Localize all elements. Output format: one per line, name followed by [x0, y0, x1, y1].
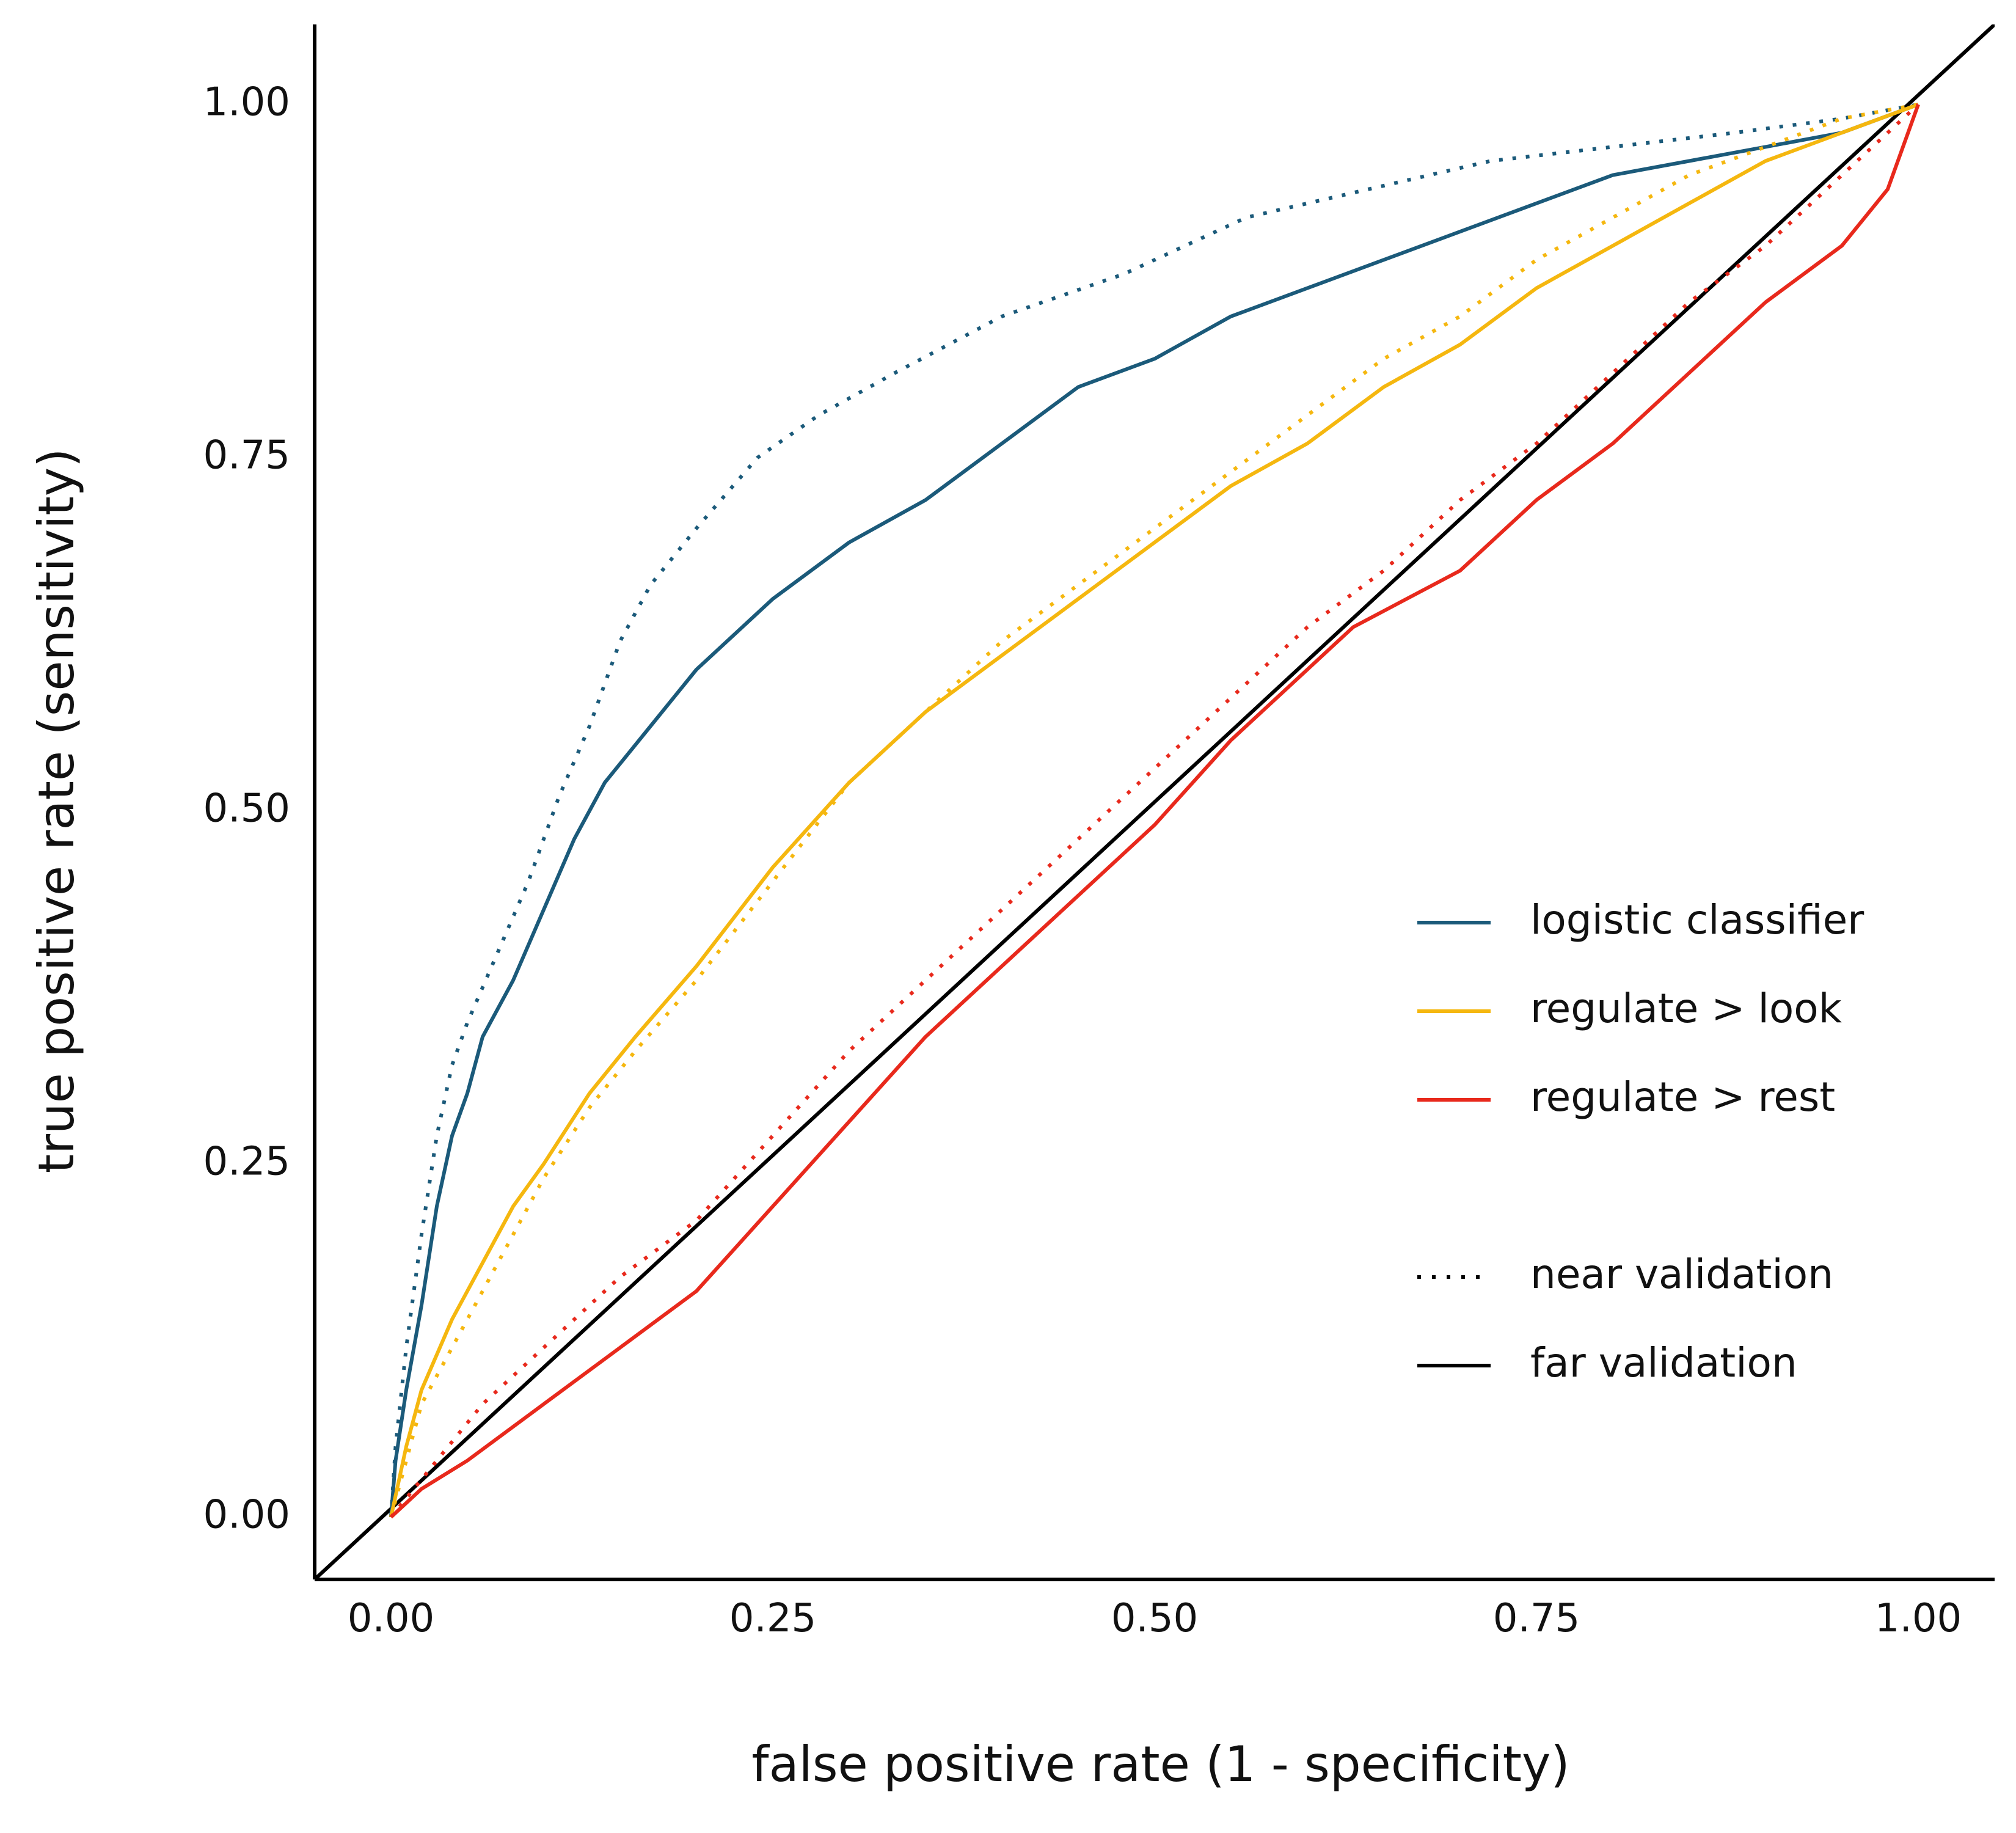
x-tick-label: 1.00 [1875, 1596, 1962, 1641]
series-line-regulate-rest-near-validation [389, 103, 1920, 1518]
legend-label: regulate > look [1530, 985, 1843, 1032]
y-tick-label: 0.00 [203, 1493, 291, 1538]
x-tick-label: 0.75 [1493, 1596, 1580, 1641]
series-line-regulate-look-far-validation [389, 103, 1919, 1518]
series-line-regulate-look-near-validation [389, 103, 1919, 1518]
x-tick-label: 0.25 [729, 1596, 817, 1641]
x-axis-title: false positive rate (1 - specificity) [751, 1736, 1569, 1793]
series-line-logistic-classifier-near-validation [389, 103, 1919, 1518]
y-tick-label: 1.00 [203, 80, 291, 125]
y-axis-title: true positive rate (sensitivity) [28, 448, 85, 1174]
series-line-regulate-rest-far-validation [389, 103, 1920, 1519]
series-line-logistic-classifier-far-validation [389, 103, 1919, 1518]
legend-label: regulate > rest [1530, 1074, 1835, 1121]
reference-diagonal [315, 24, 1995, 1579]
series-layer [389, 103, 1920, 1519]
y-tick-label: 0.25 [203, 1140, 291, 1185]
legend-label: near validation [1530, 1251, 1833, 1298]
legend: logistic classifier regulate > look regu… [1417, 896, 1864, 1386]
y-tick-label: 0.75 [203, 433, 291, 478]
legend-label: logistic classifier [1530, 896, 1864, 943]
legend-label: far validation [1530, 1339, 1797, 1386]
y-tick-label: 0.50 [203, 786, 291, 832]
plot-area [315, 24, 1995, 1579]
x-tick-label: 0.00 [348, 1596, 435, 1641]
x-tick-label: 0.50 [1111, 1596, 1199, 1641]
